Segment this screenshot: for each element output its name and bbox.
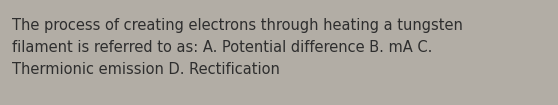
Text: The process of creating electrons through heating a tungsten: The process of creating electrons throug… (12, 18, 463, 33)
Text: filament is referred to as: A. Potential difference B. mA C.: filament is referred to as: A. Potential… (12, 40, 432, 55)
Text: Thermionic emission D. Rectification: Thermionic emission D. Rectification (12, 62, 280, 77)
